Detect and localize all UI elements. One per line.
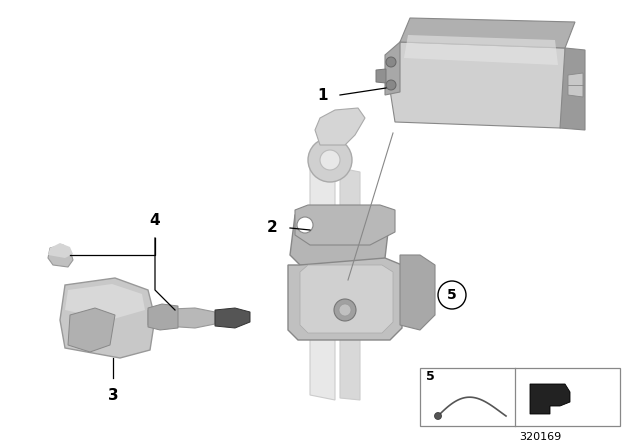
Polygon shape: [340, 168, 360, 400]
Polygon shape: [288, 258, 402, 340]
Text: 1: 1: [317, 87, 328, 103]
Text: 5: 5: [447, 288, 457, 302]
Circle shape: [386, 80, 396, 90]
Polygon shape: [376, 69, 386, 83]
Polygon shape: [60, 278, 155, 358]
Text: 5: 5: [426, 370, 435, 383]
Polygon shape: [400, 255, 435, 330]
Circle shape: [435, 413, 442, 419]
Polygon shape: [385, 42, 400, 95]
Bar: [420, 368, 620, 426]
Text: 320169: 320169: [519, 432, 561, 442]
Polygon shape: [400, 18, 575, 48]
Circle shape: [320, 150, 340, 170]
Polygon shape: [65, 284, 145, 320]
Text: 4: 4: [150, 213, 160, 228]
Polygon shape: [48, 243, 73, 258]
Polygon shape: [315, 108, 365, 145]
Circle shape: [386, 57, 396, 67]
Text: 2: 2: [268, 220, 278, 236]
Polygon shape: [48, 245, 73, 267]
Polygon shape: [560, 48, 585, 130]
Polygon shape: [68, 308, 115, 352]
Polygon shape: [300, 265, 393, 333]
Circle shape: [297, 217, 313, 233]
Circle shape: [334, 299, 356, 321]
Polygon shape: [390, 42, 575, 128]
Polygon shape: [295, 205, 395, 245]
Circle shape: [308, 138, 352, 182]
Polygon shape: [215, 308, 250, 328]
Polygon shape: [148, 304, 178, 330]
Polygon shape: [290, 208, 390, 265]
Polygon shape: [530, 384, 570, 414]
Circle shape: [339, 304, 351, 316]
Polygon shape: [568, 73, 583, 97]
Polygon shape: [310, 165, 335, 400]
Text: 3: 3: [108, 388, 118, 403]
Polygon shape: [404, 35, 558, 65]
Polygon shape: [148, 308, 215, 328]
